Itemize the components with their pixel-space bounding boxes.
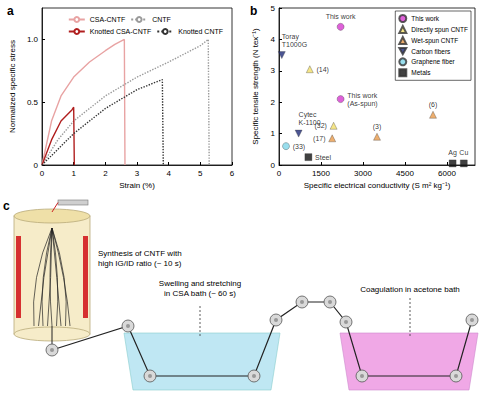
svg-text:6: 6	[230, 169, 235, 178]
svg-text:0: 0	[271, 161, 276, 170]
svg-text:Swelling and stretching: Swelling and stretching	[159, 279, 241, 288]
svg-text:3: 3	[135, 169, 140, 178]
svg-text:3: 3	[271, 66, 276, 75]
svg-text:This work: This work	[347, 92, 377, 99]
svg-text:0: 0	[40, 169, 45, 178]
svg-text:2: 2	[103, 169, 108, 178]
svg-text:Wet-spun CNTF: Wet-spun CNTF	[411, 37, 458, 45]
svg-text:4500: 4500	[396, 169, 414, 178]
svg-text:3000: 3000	[354, 169, 372, 178]
svg-text:(17): (17)	[313, 135, 325, 143]
svg-text:CSA-CNTF: CSA-CNTF	[90, 16, 125, 23]
svg-text:Metals: Metals	[411, 69, 431, 76]
svg-text:Cu: Cu	[459, 149, 468, 156]
svg-text:in CSA bath (~ 60 s): in CSA bath (~ 60 s)	[164, 289, 236, 298]
svg-text:(3): (3)	[373, 123, 382, 131]
svg-text:2: 2	[271, 98, 276, 107]
svg-text:Cytec: Cytec	[299, 111, 317, 119]
svg-text:Knotted CNTF: Knotted CNTF	[178, 28, 223, 35]
svg-text:CNTF: CNTF	[152, 16, 171, 23]
svg-text:1: 1	[271, 129, 276, 138]
svg-text:Knotted CSA-CNTF: Knotted CSA-CNTF	[90, 28, 151, 35]
svg-text:1.0: 1.0	[27, 35, 39, 44]
svg-text:Specific electrical conductivi: Specific electrical conductivity (S m² k…	[304, 181, 451, 190]
svg-text:5: 5	[198, 169, 203, 178]
svg-text:a: a	[7, 4, 14, 18]
svg-text:Strain (%): Strain (%)	[119, 181, 155, 190]
svg-text:0.5: 0.5	[27, 98, 39, 107]
svg-text:(14): (14)	[317, 66, 329, 74]
svg-text:0: 0	[277, 169, 282, 178]
svg-text:(As-spun): (As-spun)	[347, 100, 377, 108]
svg-text:0: 0	[34, 161, 39, 170]
svg-text:T1000G: T1000G	[282, 41, 307, 48]
svg-text:Normalized specific stress: Normalized specific stress	[8, 40, 17, 133]
svg-text:Graphene fiber: Graphene fiber	[411, 58, 455, 66]
svg-text:Synthesis of CNTF with: Synthesis of CNTF with	[98, 249, 182, 258]
svg-text:5: 5	[271, 4, 276, 13]
svg-text:c: c	[3, 199, 10, 213]
svg-text:Specific tensile strength (N t: Specific tensile strength (N tex⁻¹)	[251, 28, 260, 145]
svg-text:Carbon fibers: Carbon fibers	[411, 48, 451, 55]
svg-text:(6): (6)	[429, 101, 438, 109]
svg-text:4: 4	[166, 169, 171, 178]
svg-text:Toray: Toray	[282, 33, 300, 41]
svg-text:This work: This work	[326, 13, 356, 20]
svg-text:Directly spun CNTF: Directly spun CNTF	[411, 26, 468, 34]
svg-text:1: 1	[71, 169, 76, 178]
svg-text:6000: 6000	[438, 169, 456, 178]
svg-text:b: b	[250, 4, 257, 18]
svg-text:Coagulation in acetone bath: Coagulation in acetone bath	[360, 285, 460, 294]
svg-text:This work: This work	[411, 15, 440, 22]
svg-text:high IG/ID ratio (~ 10 s): high IG/ID ratio (~ 10 s)	[98, 259, 182, 268]
svg-text:Steel: Steel	[315, 154, 331, 161]
svg-text:4: 4	[271, 35, 276, 44]
svg-text:(32): (32)	[314, 122, 327, 130]
svg-text:K-1100: K-1100	[299, 119, 321, 126]
svg-text:(33): (33)	[293, 143, 305, 151]
svg-text:Ag: Ag	[448, 149, 457, 157]
svg-text:1500: 1500	[312, 169, 330, 178]
